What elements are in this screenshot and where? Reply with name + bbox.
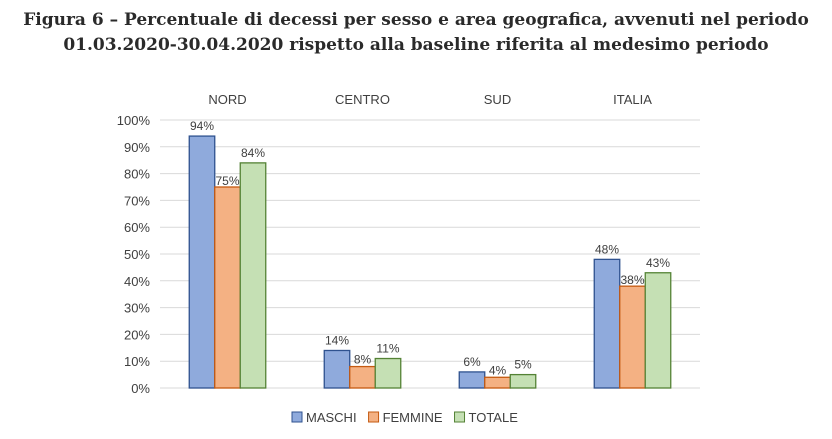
bar-totale: [644, 272, 672, 389]
data-label: 11%: [376, 342, 399, 356]
category-label: SUD: [484, 92, 511, 107]
chart-title: Figura 6 – Percentuale di decessi per se…: [0, 8, 832, 58]
legend-label: MASCHI: [306, 410, 357, 425]
chart-title-line-2: 01.03.2020-30.04.2020 rispetto alla base…: [63, 35, 769, 55]
y-tick-label: 50%: [124, 247, 150, 262]
chart-title-line-1: Figura 6 – Percentuale di decessi per se…: [23, 10, 809, 30]
bar-femmine: [214, 186, 241, 389]
data-label: 8%: [354, 353, 372, 367]
y-tick-label: 20%: [124, 327, 150, 342]
legend-swatch-maschi: [291, 411, 303, 423]
bar-maschi: [188, 135, 216, 389]
data-label: 75%: [215, 174, 239, 188]
data-label: 48%: [595, 242, 619, 256]
y-tick-label: 80%: [124, 167, 150, 182]
bar-femmine: [349, 365, 376, 389]
data-label: 38%: [620, 273, 644, 287]
data-label: 94%: [190, 119, 214, 133]
data-label: 43%: [646, 256, 670, 270]
bar-femmine: [619, 285, 646, 389]
legend-label: FEMMINE: [383, 410, 443, 425]
category-label: NORD: [208, 92, 246, 107]
legend-swatch-totale: [454, 411, 466, 423]
category-label: ITALIA: [613, 92, 652, 107]
bar-maschi: [593, 258, 621, 389]
y-tick-label: 90%: [124, 140, 150, 155]
legend-swatch-femmine: [368, 411, 380, 423]
bar-totale: [509, 373, 537, 389]
y-tick-label: 60%: [124, 220, 150, 235]
bar-totale: [374, 357, 402, 389]
bar-totale: [239, 162, 267, 389]
data-label: 4%: [489, 363, 507, 377]
data-label: 5%: [514, 358, 532, 372]
bar-femmine: [484, 376, 511, 389]
y-tick-label: 0%: [131, 381, 150, 396]
bar-maschi: [458, 371, 486, 389]
y-tick-label: 100%: [117, 113, 151, 128]
bar-maschi: [323, 349, 351, 389]
category-label: CENTRO: [335, 92, 390, 107]
data-label: 14%: [325, 333, 349, 347]
y-tick-label: 40%: [124, 274, 150, 289]
data-label: 6%: [463, 355, 481, 369]
y-tick-label: 10%: [124, 354, 150, 369]
y-tick-label: 30%: [124, 301, 150, 316]
legend-label: TOTALE: [469, 410, 519, 425]
y-tick-label: 70%: [124, 193, 150, 208]
data-label: 84%: [241, 146, 265, 160]
